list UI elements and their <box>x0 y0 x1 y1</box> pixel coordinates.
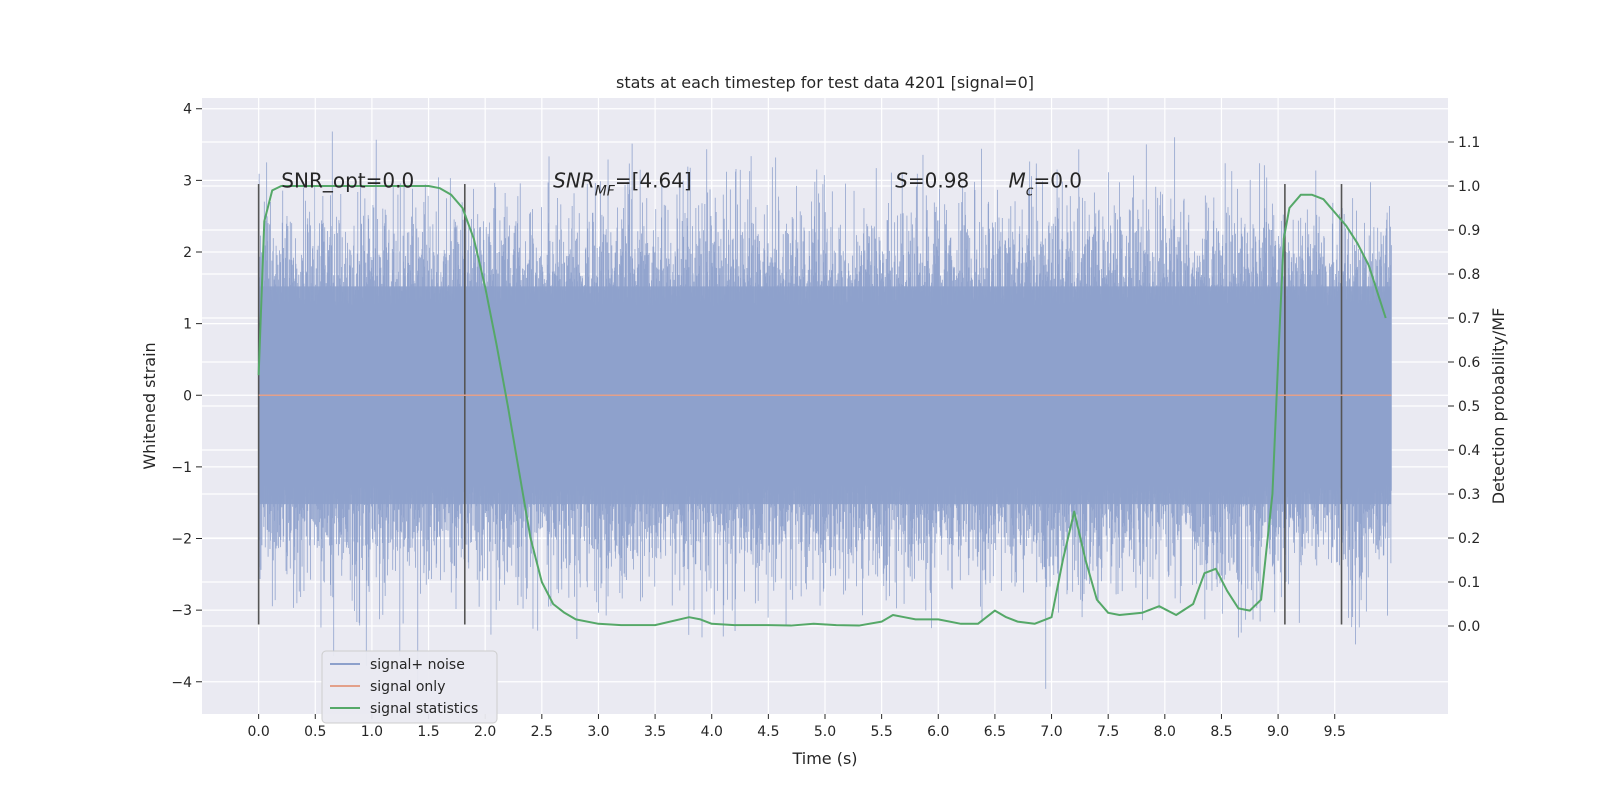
x-tick-label-14: 7.0 <box>1040 724 1062 740</box>
y-right-tick-label-2: 0.2 <box>1458 531 1480 547</box>
series-signal-statistics <box>257 185 1387 627</box>
legend-label-signal-only: signal only <box>370 679 445 695</box>
annotation-2: S=0.98 <box>895 168 969 192</box>
y-left-tick-label-2: −2 <box>171 532 192 548</box>
x-tick-label-11: 5.5 <box>871 724 893 740</box>
y-left-tick-label-6: 2 <box>183 245 192 261</box>
y-right-tick-label-7: 0.7 <box>1458 311 1480 327</box>
x-tick-label-10: 5.0 <box>814 724 836 740</box>
x-tick-label-16: 8.0 <box>1154 724 1176 740</box>
x-tick-label-18: 9.0 <box>1267 724 1289 740</box>
legend-label-signal-statistics: signal statistics <box>370 701 478 717</box>
annotations: SNR_opt=0.0 SNRMF=[4.64] S=0.98 Mc=0.0 <box>281 168 1082 199</box>
x-tick-label-19: 9.5 <box>1324 724 1346 740</box>
x-tick-label-8: 4.0 <box>701 724 723 740</box>
legend-box <box>321 650 498 724</box>
y-axis-label-left: Whitened strain <box>140 342 159 469</box>
signal-statistics-line <box>257 185 1387 627</box>
y-right-tick-label-9: 0.9 <box>1458 223 1480 239</box>
axes: 0.0 0.5 1.0 1.5 2.0 2.5 3.0 3.5 4.0 4.5 5.0 5.5 6.0 6… <box>171 102 1480 740</box>
y-right-tick-label-4: 0.4 <box>1458 443 1480 459</box>
y-right-tick-label-5: 0.5 <box>1458 399 1480 415</box>
y-left-tick-label-1: −3 <box>171 603 192 619</box>
x-tick-label-9: 4.5 <box>757 724 779 740</box>
x-tick-label-1: 0.5 <box>304 724 326 740</box>
x-tick-label-12: 6.0 <box>927 724 949 740</box>
legend: signal+ noise signal only signal statist… <box>321 650 498 724</box>
y-right-tick-label-11: 1.1 <box>1458 135 1480 151</box>
x-tick-label-7: 3.5 <box>644 724 666 740</box>
x-tick-label-4: 2.0 <box>474 724 496 740</box>
chart-title: stats at each timestep for test data 420… <box>616 73 1034 92</box>
x-tick-label-13: 6.5 <box>984 724 1006 740</box>
annotation-3: Mc=0.0 <box>1009 168 1083 199</box>
y-left-tick-label-4: 0 <box>183 388 192 404</box>
y-right-tick-label-0: 0.0 <box>1458 619 1480 635</box>
x-tick-label-2: 1.0 <box>361 724 383 740</box>
y-right-tick-label-8: 0.8 <box>1458 267 1480 283</box>
x-axis-label: Time (s) <box>791 749 857 768</box>
y-right-tick-label-3: 0.3 <box>1458 487 1480 503</box>
y-axis-label-right: Detection probability/MF <box>1489 308 1508 505</box>
x-tick-label-0: 0.0 <box>248 724 270 740</box>
x-tick-label-3: 1.5 <box>417 724 439 740</box>
y-right-tick-label-10: 1.0 <box>1458 179 1480 195</box>
y-left-tick-label-8: 4 <box>183 102 192 118</box>
annotation-1: SNRMF=[4.64] <box>553 168 692 199</box>
legend-label-signal-noise: signal+ noise <box>370 657 465 673</box>
y-right-tick-label-1: 0.1 <box>1458 575 1480 591</box>
vertical-markers <box>257 183 1343 625</box>
y-left-tick-label-5: 1 <box>183 317 192 333</box>
x-tick-label-17: 8.5 <box>1210 724 1232 740</box>
y-right-tick-label-6: 0.6 <box>1458 355 1480 371</box>
annotation-0: SNR_opt=0.0 <box>281 168 414 192</box>
y-left-tick-label-3: −1 <box>171 460 192 476</box>
y-left-tick-label-0: −4 <box>171 675 192 691</box>
x-tick-label-6: 3.0 <box>587 724 609 740</box>
y-left-tick-label-7: 3 <box>183 173 192 189</box>
x-tick-label-5: 2.5 <box>531 724 553 740</box>
x-tick-label-15: 7.5 <box>1097 724 1119 740</box>
